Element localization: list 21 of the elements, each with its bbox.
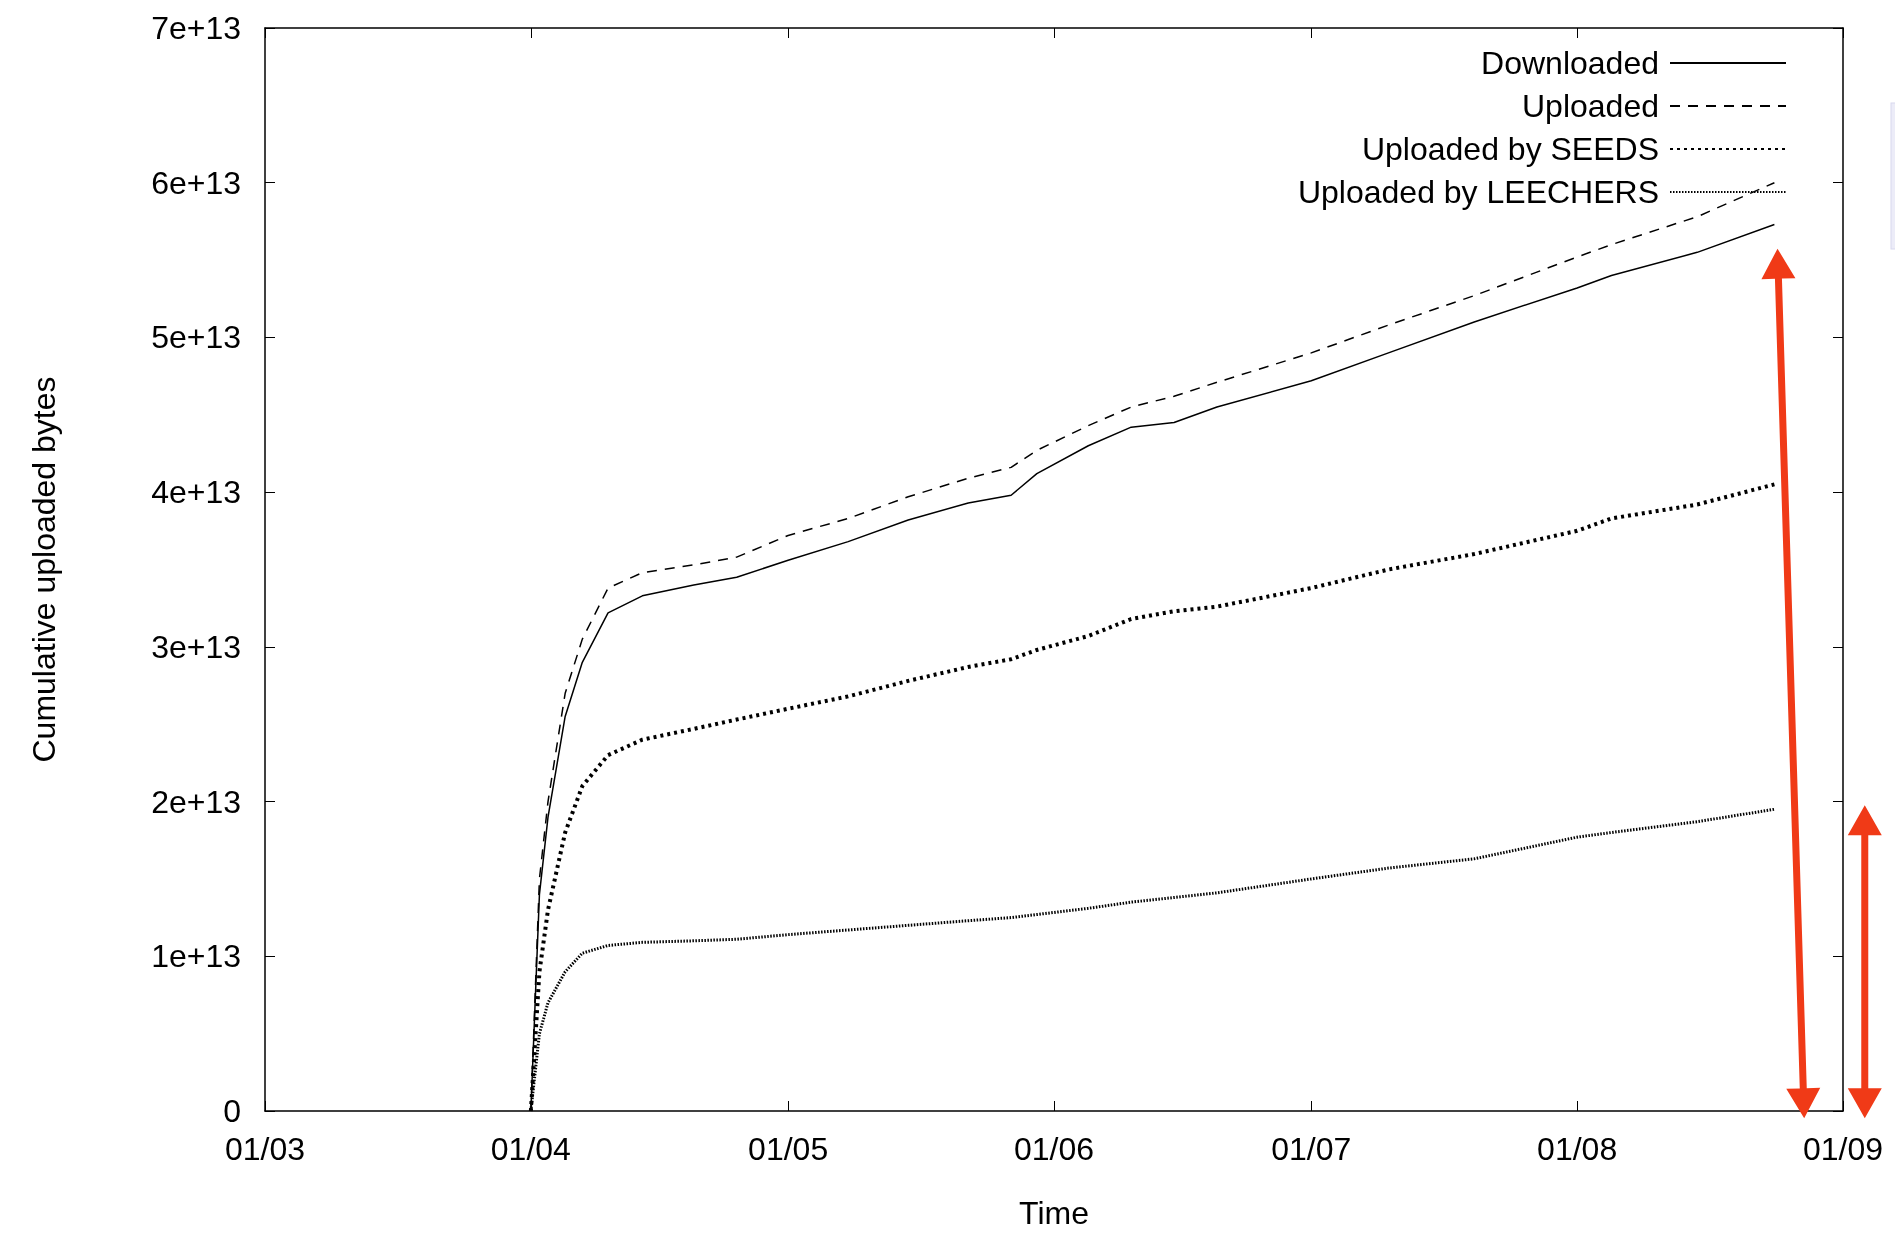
y-tick-label: 3e+13 <box>151 628 241 665</box>
legend-label: Uploaded <box>1522 88 1659 124</box>
y-tick-label: 1e+13 <box>151 938 241 975</box>
y-tick-label: 6e+13 <box>151 164 241 201</box>
x-tick-label: 01/03 <box>224 1131 306 1167</box>
y-tick-label: 7e+13 <box>151 10 241 46</box>
x-tick-label: 01/06 <box>1013 1131 1095 1167</box>
y-tick-label: 5e+13 <box>151 319 241 356</box>
x-tick-label: 01/09 <box>1802 1131 1884 1167</box>
legend-label: Uploaded by LEECHERS <box>1297 174 1659 210</box>
x-tick-label: 01/07 <box>1271 1131 1352 1167</box>
y-tick-label: 2e+13 <box>151 783 241 820</box>
legend-label: Downloaded <box>1481 45 1659 81</box>
legend-label: Uploaded by SEEDS <box>1361 131 1659 167</box>
y-tick-label: 0 <box>223 1093 241 1129</box>
x-tick-label: 01/05 <box>748 1131 829 1167</box>
y-tick-label: 4e+13 <box>151 474 241 511</box>
x-tick-label: 01/04 <box>490 1131 571 1167</box>
x-axis-title: Time <box>1019 1195 1089 1231</box>
y-axis-title: Cumulative uploaded bytes <box>26 376 62 763</box>
x-tick-label: 01/08 <box>1537 1131 1618 1167</box>
